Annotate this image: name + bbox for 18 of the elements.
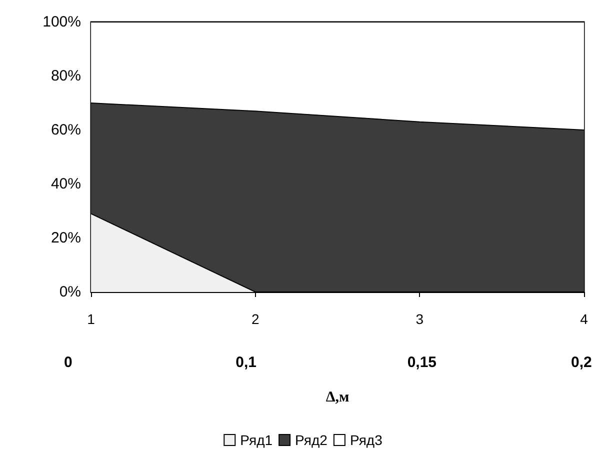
y-tick-label: 60%	[50, 122, 81, 138]
legend-label: Ряд2	[295, 432, 328, 448]
y-tick-label: 20%	[50, 230, 81, 246]
x-tick-label: 2	[251, 311, 260, 327]
text: 0,15	[407, 354, 437, 371]
x-tick-label: 4	[580, 311, 588, 327]
y-tick-label: 80%	[50, 68, 81, 84]
x-axis-title: Δ,м	[326, 390, 350, 406]
x-tick-label: 3	[416, 311, 424, 327]
text: 0	[64, 354, 72, 371]
y-tick-label: 100%	[42, 14, 81, 30]
text: 0,1	[236, 354, 257, 371]
text: 0,2	[571, 354, 592, 371]
legend-label: Ряд3	[350, 432, 383, 448]
y-tick-label: 0%	[59, 284, 81, 300]
legend-label: Ряд1	[240, 432, 273, 448]
x-tick-label: 1	[87, 311, 96, 327]
y-tick-label: 40%	[50, 176, 81, 192]
